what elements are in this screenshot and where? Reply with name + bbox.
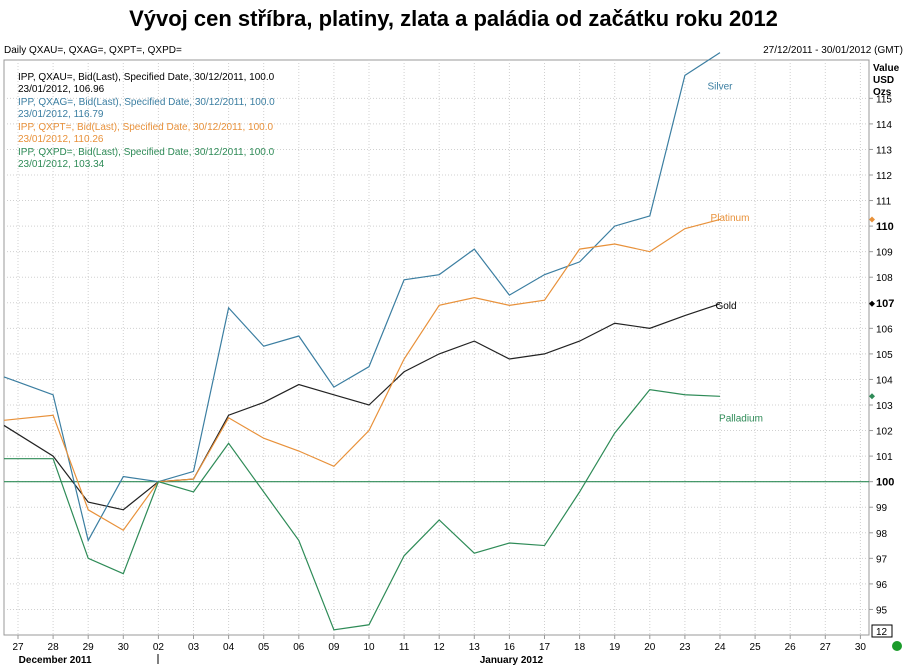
- y-tick-label: 99: [876, 503, 888, 514]
- x-tick-label: 05: [258, 642, 270, 653]
- x-tick-label: 20: [644, 642, 656, 653]
- y-tick-label: 103: [876, 401, 893, 412]
- y-tick-label: 96: [876, 580, 888, 591]
- series-line-platinum: [3, 218, 721, 532]
- x-tick-label: 30: [118, 642, 130, 653]
- x-tick-label: 03: [188, 642, 200, 653]
- x-tick-label: 28: [48, 642, 60, 653]
- x-tick-label: 29: [83, 642, 95, 653]
- x-tick-label: 09: [328, 642, 340, 653]
- live-status-dot: [892, 641, 902, 651]
- series-label-silver: Silver: [707, 81, 733, 92]
- y-axis: 95 96 97 98 99 100 101 102 103 104 105 106 107 108 109…: [869, 63, 900, 638]
- y-tick-label: 101: [876, 452, 893, 463]
- y-tick-label: 106: [876, 324, 893, 335]
- x-tick-label: 27: [12, 642, 24, 653]
- x-month-label: January 2012: [480, 655, 544, 666]
- y-tick-label: 115: [876, 94, 892, 105]
- legend-line: IPP, QXPD=, Bid(Last), Specified Date, 3…: [18, 147, 275, 158]
- y-tick-label: 110: [876, 221, 894, 233]
- legend: IPP, QXAU=, Bid(Last), Specified Date, 3…: [18, 72, 275, 170]
- x-tick-label: 30: [855, 642, 867, 653]
- legend-value: 23/01/2012, 110.26: [18, 134, 104, 145]
- date-range: 27/12/2011 - 30/01/2012 (GMT): [763, 45, 903, 56]
- y-tick-label: 97: [876, 554, 888, 565]
- series-end-marker-palladium: [869, 393, 875, 400]
- x-tick-label: 17: [539, 642, 551, 653]
- y-tick-label: 111: [876, 197, 892, 208]
- series-layer: [3, 52, 721, 631]
- y-tick-label: 105: [876, 350, 893, 361]
- series-labels: Gold Silver Platinum Palladium: [707, 81, 875, 425]
- x-tick-label: 19: [609, 642, 621, 653]
- y-tick-label: 113: [876, 145, 892, 156]
- y-unit-label: Value: [873, 63, 900, 74]
- x-tick-label: 10: [363, 642, 375, 653]
- x-tick-label: 16: [504, 642, 516, 653]
- series-line-silver: [3, 52, 721, 543]
- series-label-platinum: Platinum: [711, 213, 750, 224]
- series-line-gold: [3, 303, 721, 511]
- x-tick-label: 23: [679, 642, 691, 653]
- x-tick-label: 04: [223, 642, 235, 653]
- x-tick-label: 25: [750, 642, 762, 653]
- y-bottom-box: [871, 624, 893, 638]
- y-unit-label: USD: [873, 75, 894, 86]
- x-tick-label: 18: [574, 642, 586, 653]
- x-month-label: December 2011: [19, 655, 92, 666]
- y-tick-label: 109: [876, 248, 893, 259]
- instrument-list: Daily QXAU=, QXAG=, QXPT=, QXPD=: [4, 45, 182, 56]
- y-tick-label: 102: [876, 427, 893, 438]
- x-tick-label: 27: [820, 642, 832, 653]
- y-tick-label: 98: [876, 529, 888, 540]
- x-tick-label: 06: [293, 642, 305, 653]
- legend-line: IPP, QXAG=, Bid(Last), Specified Date, 3…: [18, 97, 275, 108]
- series-end-marker-platinum: [869, 216, 875, 223]
- series-line-palladium: [4, 389, 721, 631]
- legend-line: IPP, QXPT=, Bid(Last), Specified Date, 3…: [18, 122, 274, 133]
- y-tick-label: 114: [876, 120, 892, 131]
- chart-border: [3, 59, 870, 636]
- x-tick-label: 02: [153, 642, 165, 653]
- page-title: Vývoj cen stříbra, platiny, zlata a palá…: [129, 6, 778, 31]
- grid-layer: [4, 60, 869, 635]
- y-tick-label: 104: [876, 375, 893, 386]
- x-tick-label: 13: [469, 642, 481, 653]
- legend-value: 23/01/2012, 116.79: [18, 109, 104, 120]
- y-tick-label: 112: [876, 171, 892, 182]
- legend-line: IPP, QXAU=, Bid(Last), Specified Date, 3…: [18, 72, 275, 83]
- y-tick-label: 107: [876, 298, 894, 310]
- x-tick-label: 24: [714, 642, 726, 653]
- y-tick-label: 108: [876, 273, 893, 284]
- x-tick-label: 12: [434, 642, 446, 653]
- x-tick-label: 26: [785, 642, 797, 653]
- legend-value: 23/01/2012, 106.96: [18, 84, 105, 95]
- y-bottom-label: 12: [876, 627, 888, 638]
- series-end-marker-gold: [869, 300, 875, 307]
- x-tick-label: 11: [399, 642, 410, 653]
- y-tick-label: 100: [876, 477, 894, 489]
- legend-value: 23/01/2012, 103.34: [18, 159, 105, 170]
- series-label-gold: Gold: [715, 301, 736, 312]
- x-axis: 27 28 29 30 02 03 04 05 06 09 10 11 12 13 16 17 18 19 20 23…: [12, 635, 866, 666]
- y-tick-label: 95: [876, 605, 888, 616]
- y-unit-label: Ozs: [873, 87, 892, 98]
- series-label-palladium: Palladium: [719, 414, 763, 425]
